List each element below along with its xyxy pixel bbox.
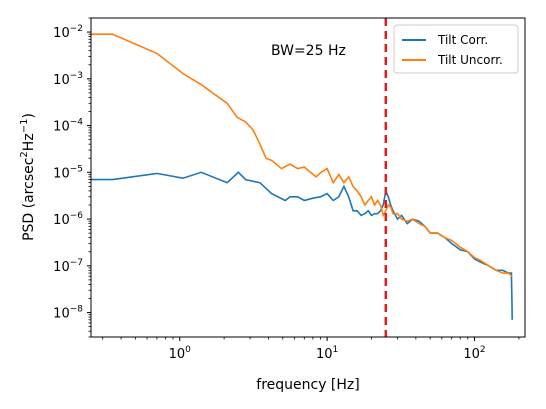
plot-frame (90, 17, 526, 338)
series-line-tilt-corr (91, 171, 513, 320)
annotation-bw: BW=25 Hz (271, 43, 346, 59)
series-line-tilt-uncorr (91, 33, 513, 277)
y-axis-label: PSD (arcsec2Hz−1) (19, 113, 37, 241)
y-tick-label: 10−4 (53, 118, 83, 135)
x-tick-label: 100 (169, 345, 192, 362)
legend: Tilt Corr. Tilt Uncorr. (393, 24, 519, 74)
x-tick-label: 101 (316, 345, 338, 362)
y-tick-label: 10−7 (53, 258, 83, 275)
legend-label-tilt-corr: Tilt Corr. (437, 33, 488, 47)
y-tick-label: 10−8 (53, 305, 83, 322)
series-layer (91, 18, 513, 337)
x-axis-ticks: 100 101 102 (169, 337, 486, 362)
y-tick-label: 10−5 (53, 164, 83, 181)
y-tick-label: 10−3 (53, 71, 83, 88)
legend-label-tilt-uncorr: Tilt Uncorr. (437, 53, 503, 67)
y-axis-ticks: 10−8 10−7 10−6 10−5 10−4 10−3 10−2 (53, 24, 91, 322)
y-tick-label: 10−6 (53, 211, 83, 228)
x-axis-label: frequency [Hz] (256, 377, 359, 393)
y-tick-label: 10−2 (53, 24, 83, 41)
x-tick-label: 102 (463, 345, 485, 362)
